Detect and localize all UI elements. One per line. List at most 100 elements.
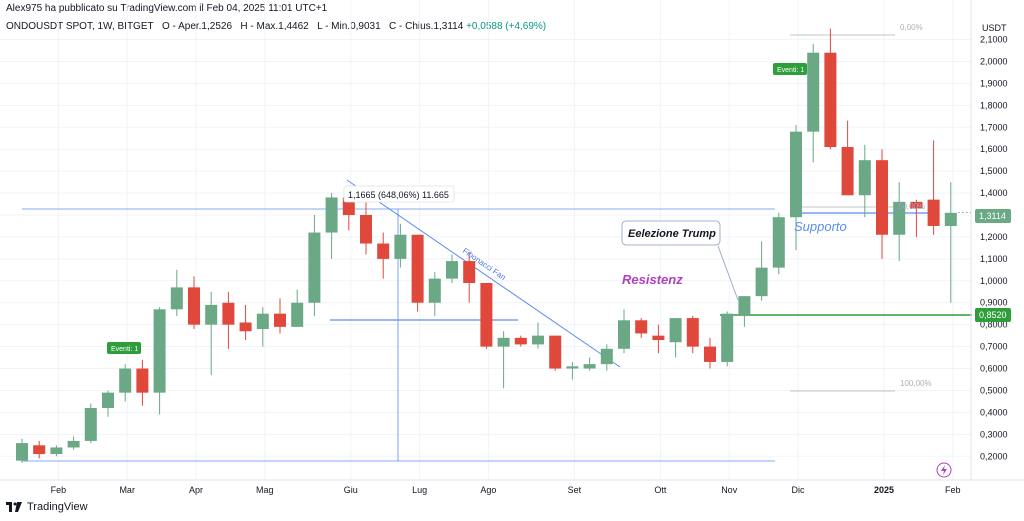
y-tick-label: 0,8000 (980, 320, 1008, 330)
candle (755, 241, 768, 301)
x-tick-label: 2025 (874, 485, 894, 495)
candle-body (583, 364, 596, 369)
flash-icon[interactable] (936, 462, 952, 478)
candle-body (33, 445, 46, 455)
candle (274, 298, 286, 334)
candle-body (119, 368, 132, 393)
candle-body (704, 346, 716, 362)
candle (841, 120, 854, 196)
candle (566, 361, 579, 380)
footer-brand[interactable]: TradingView (6, 501, 88, 513)
x-tick-label: Lug (412, 485, 427, 495)
y-ticks: 2,1000 2,0000 1,9000 1,8000 1,7000 1,6000 1,50… (980, 35, 1008, 462)
candle (858, 144, 871, 218)
x-tick-label: Giu (344, 485, 358, 495)
candle-body (600, 348, 613, 365)
change-value: +0,0588 (+4,69%) (466, 21, 547, 32)
y-tick-label: 1,7000 (980, 122, 1008, 132)
x-tick-label: Nov (721, 485, 738, 495)
candle-body (549, 335, 562, 369)
candle (205, 291, 218, 376)
candle-body (944, 212, 957, 226)
candle (876, 149, 888, 259)
candle-body (291, 302, 304, 327)
candle-body (824, 52, 837, 148)
candle-body (308, 232, 321, 303)
candle (256, 307, 269, 347)
candle (411, 234, 424, 312)
x-tick-label: Dic (792, 485, 805, 495)
candle (807, 43, 820, 163)
range-measure-tooltip: 1,1665 (648,06%) 11.665 (343, 185, 455, 203)
y-tick-label: 0,7000 (980, 342, 1008, 352)
y-tick-label: 2,0000 (980, 56, 1008, 66)
y-tick-label: 1,6000 (980, 144, 1008, 154)
candle (119, 364, 132, 402)
candle (944, 182, 957, 303)
support-price-label: 0,8520 (979, 310, 1007, 320)
candle (618, 309, 630, 354)
publisher-caption: Alex975 ha pubblicato su TradingView.com… (6, 3, 328, 14)
candle-body (428, 278, 441, 303)
candle (377, 232, 390, 279)
candle-body (652, 335, 665, 341)
candle-body (790, 131, 802, 218)
y-tick-label: 1,5000 (980, 166, 1008, 176)
candle (102, 390, 114, 417)
candle-body (188, 287, 200, 325)
candle-body (411, 234, 424, 303)
symbol-label: ONDOUSDT SPOT, 1W, BITGET (6, 21, 154, 32)
x-ticks: Feb Mar Apr Mag Giu Lug Ago Set Ott Nov Dic 2025 Feb (51, 485, 961, 495)
candle (669, 318, 682, 358)
candle-body (136, 368, 149, 393)
candle-body (50, 447, 63, 455)
candle (153, 307, 166, 415)
candle-body (566, 366, 579, 369)
current-price-tag: 1,3114 (975, 209, 1011, 223)
y-tick-label: 1,2000 (980, 232, 1008, 242)
open-value: O - Aper.1,2526 (161, 21, 233, 32)
candle-body (463, 261, 476, 283)
candle (480, 282, 493, 349)
current-price-label: 1,3114 (979, 211, 1006, 221)
y-tick-label: 1,4000 (980, 188, 1008, 198)
candle (446, 254, 458, 283)
x-tick-label: Apr (189, 485, 203, 495)
candle-body (239, 322, 252, 332)
candle (50, 445, 63, 457)
candle-body (67, 440, 80, 448)
candle-body (841, 147, 854, 196)
elezione-callout-line (717, 245, 739, 301)
range-measure-text: 1,1665 (648,06%) 11.665 (348, 190, 449, 200)
candle (704, 337, 716, 369)
candle-body (325, 197, 338, 233)
ohlc-legend: ONDOUSDT SPOT, 1W, BITGET O - Aper.1,252… (6, 21, 546, 32)
supporto-label: Supporto (794, 219, 847, 234)
candle-body (360, 215, 372, 244)
y-tick-label: 0,3000 (980, 429, 1008, 439)
candle (635, 318, 648, 338)
x-tick-label: Mar (119, 485, 135, 495)
candle (291, 289, 304, 327)
candle-body (686, 318, 699, 347)
candle (910, 199, 923, 237)
candle-body (858, 160, 871, 196)
support-price-tag: 0,8520 (975, 308, 1011, 322)
eventi-flag-mar[interactable]: Eventi: 1 (107, 342, 141, 354)
eventi-flag-nov[interactable]: Eventi: 1 (773, 63, 807, 75)
x-tick-label: Mag (256, 485, 274, 495)
candle (686, 315, 699, 354)
candle (738, 296, 751, 327)
x-tick-label: Ago (480, 485, 496, 495)
price-axis: USDT (0, 0, 1024, 481)
candle (463, 252, 476, 303)
candle (325, 193, 338, 259)
fibonacci-fan-line (346, 179, 621, 368)
elezione-trump-text: Eelezione Trump (628, 228, 716, 240)
candle-body (893, 201, 906, 235)
candle (824, 28, 837, 150)
candle (549, 335, 562, 371)
candle-body (84, 408, 97, 441)
candle-body (755, 267, 768, 297)
